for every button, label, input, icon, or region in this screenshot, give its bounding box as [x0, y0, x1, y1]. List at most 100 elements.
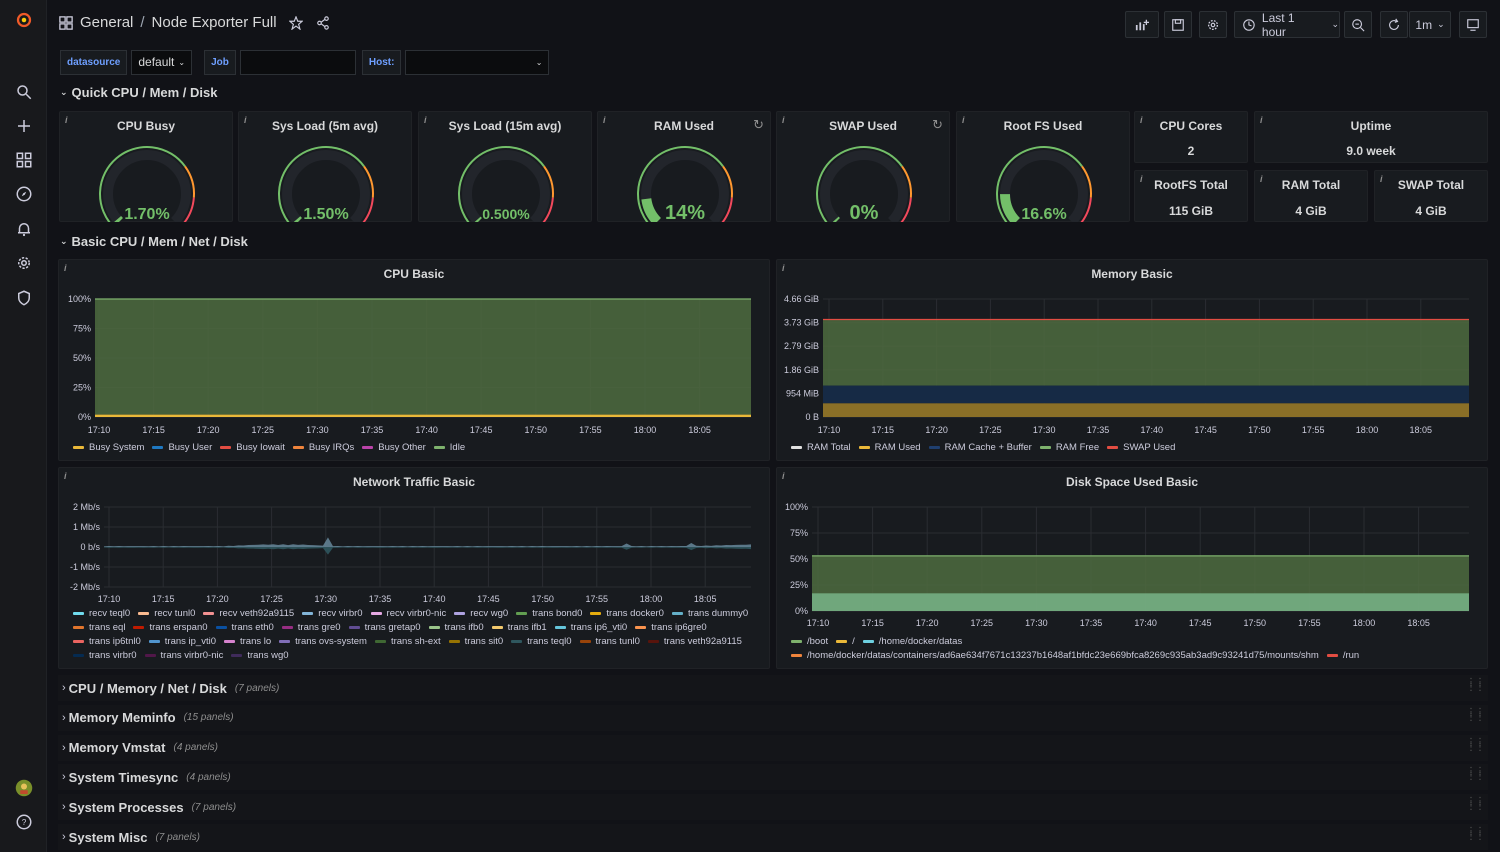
- legend-item[interactable]: SWAP Used: [1107, 441, 1175, 455]
- info-icon[interactable]: i: [1140, 174, 1143, 184]
- gauge-panel-swap-used[interactable]: i SWAP Used ↻ 0%: [776, 111, 950, 222]
- legend-item[interactable]: RAM Free: [1039, 441, 1099, 455]
- legend-item[interactable]: trans eql: [73, 621, 125, 635]
- legend-item[interactable]: trans ip6_vti0: [554, 621, 627, 635]
- memory-basic-graph[interactable]: 4.66 GiB 3.73 GiB 2.79 GiB 1.86 GiB 954 MiB 0…: [777, 260, 1489, 440]
- panel-cpu-basic[interactable]: i CPU Basic 100% 75% 50% 25% 0% 17:10 17:15 17:…: [58, 259, 770, 461]
- legend-item[interactable]: /home/docker/datas: [862, 635, 962, 649]
- info-icon[interactable]: i: [1140, 115, 1143, 125]
- info-icon[interactable]: i: [962, 115, 965, 125]
- info-icon[interactable]: i: [782, 115, 785, 125]
- info-icon[interactable]: i: [65, 115, 68, 125]
- share-icon[interactable]: [316, 15, 330, 30]
- legend-item[interactable]: RAM Total: [791, 441, 851, 455]
- grafana-logo-icon[interactable]: [12, 8, 36, 32]
- drag-handle-icon[interactable]: ⋮⋮ ⋮⋮: [1466, 736, 1485, 753]
- legend-item[interactable]: trans virbr0: [73, 649, 137, 663]
- gauge-panel-sys-load-15m-avg[interactable]: i Sys Load (15m avg) 0.500%: [418, 111, 592, 222]
- legend-item[interactable]: trans ip6gre0: [635, 621, 707, 635]
- add-panel-button[interactable]: [1125, 11, 1159, 38]
- legend-item[interactable]: recv veth92a9115: [203, 607, 294, 621]
- legend-item[interactable]: Busy Other: [362, 441, 426, 455]
- panel-memory-basic[interactable]: i Memory Basic 4.66 GiB 3.73 GiB 2.79 GiB 1…: [776, 259, 1488, 461]
- legend-item[interactable]: RAM Cache + Buffer: [928, 441, 1032, 455]
- drag-handle-icon[interactable]: ⋮⋮ ⋮⋮: [1466, 826, 1485, 842]
- gauge-panel-cpu-busy[interactable]: i CPU Busy 1.70%: [59, 111, 233, 222]
- help-icon[interactable]: ?: [12, 810, 36, 834]
- disk-space-graph[interactable]: 100% 75% 50% 25% 0% 17:10 17:15 17:20 17:25 17:30…: [777, 468, 1489, 633]
- stat-panel-cpu-cores[interactable]: i CPU Cores 2: [1134, 111, 1248, 163]
- info-icon[interactable]: i: [1260, 115, 1263, 125]
- refresh-button[interactable]: [1380, 11, 1408, 38]
- legend-item[interactable]: trans veth92a9115: [647, 635, 742, 649]
- legend-item[interactable]: trans ovs-system: [279, 635, 367, 649]
- collapsed-row-memory-meminfo[interactable]: › Memory Meminfo (15 panels) ⋮⋮ ⋮⋮: [58, 704, 1488, 731]
- legend-item[interactable]: trans lo: [224, 635, 271, 649]
- legend-item[interactable]: recv tunl0: [138, 607, 195, 621]
- star-icon[interactable]: [288, 15, 303, 30]
- gauge-panel-ram-used[interactable]: i RAM Used ↻ 14%: [597, 111, 771, 222]
- legend-item[interactable]: /run: [1326, 649, 1359, 663]
- datasource-select[interactable]: default ⌄: [131, 50, 193, 75]
- legend-item[interactable]: /: [836, 635, 855, 649]
- legend-item[interactable]: trans ifb1: [491, 621, 547, 635]
- tv-mode-button[interactable]: [1459, 11, 1487, 38]
- cpu-basic-graph[interactable]: 100% 75% 50% 25% 0% 17:10 17:15 17:20 17:25 17:30…: [59, 260, 771, 440]
- legend-item[interactable]: Busy User: [152, 441, 212, 455]
- search-icon[interactable]: [12, 80, 36, 104]
- legend-item[interactable]: /home/docker/datas/containers/ad6ae634f7…: [791, 649, 1319, 663]
- row-basic-cpu-mem-net-disk[interactable]: ⌄ Basic CPU / Mem / Net / Disk: [60, 234, 248, 249]
- stat-panel-uptime[interactable]: i Uptime 9.0 week: [1254, 111, 1488, 163]
- legend-item[interactable]: trans ip_vti0: [148, 635, 216, 649]
- legend-item[interactable]: trans docker0: [590, 607, 664, 621]
- legend-item[interactable]: Busy IRQs: [292, 441, 354, 455]
- legend-item[interactable]: trans dummy0: [671, 607, 748, 621]
- drag-handle-icon[interactable]: ⋮⋮ ⋮⋮: [1466, 766, 1485, 783]
- dashboards-icon[interactable]: [12, 148, 36, 172]
- legend-item[interactable]: Idle: [433, 441, 465, 455]
- breadcrumb-folder[interactable]: General: [80, 14, 134, 31]
- refresh-icon[interactable]: ↻: [932, 117, 943, 132]
- legend-item[interactable]: trans ip6tnl0: [73, 635, 141, 649]
- legend-item[interactable]: trans bond0: [516, 607, 582, 621]
- drag-handle-icon[interactable]: ⋮⋮ ⋮⋮: [1466, 677, 1485, 693]
- info-icon[interactable]: i: [64, 263, 67, 273]
- panel-disk-space-used-basic[interactable]: i Disk Space Used Basic 100% 75% 50% 25% 0% 1…: [776, 467, 1488, 669]
- collapsed-row-system-misc[interactable]: › System Misc (7 panels) ⋮⋮ ⋮⋮: [58, 824, 1488, 850]
- collapsed-row-system-timesync[interactable]: › System Timesync (4 panels) ⋮⋮ ⋮⋮: [58, 764, 1488, 791]
- save-dashboard-button[interactable]: [1164, 11, 1192, 38]
- info-icon[interactable]: i: [782, 263, 785, 273]
- dashboard-title[interactable]: Node Exporter Full: [151, 14, 277, 31]
- legend-item[interactable]: trans gre0: [281, 621, 341, 635]
- network-traffic-graph[interactable]: 2 Mb/s 1 Mb/s 0 b/s -1 Mb/s -2 Mb/s 17:10 17:1…: [59, 468, 771, 608]
- time-range-picker[interactable]: Last 1 hour ⌄: [1234, 11, 1340, 39]
- collapsed-row-system-processes[interactable]: › System Processes (7 panels) ⋮⋮ ⋮⋮: [58, 794, 1488, 821]
- legend-item[interactable]: trans wg0: [231, 649, 289, 663]
- legend-item[interactable]: recv teql0: [73, 607, 130, 621]
- row-quick-cpu-mem-disk[interactable]: ⌄ Quick CPU / Mem / Disk: [60, 85, 217, 100]
- legend-item[interactable]: /boot: [791, 635, 828, 649]
- info-icon[interactable]: i: [1380, 174, 1383, 184]
- info-icon[interactable]: i: [424, 115, 427, 125]
- collapsed-row-cpu-memory-net-disk[interactable]: › CPU / Memory / Net / Disk (7 panels) ⋮⋮ ⋮⋮: [58, 675, 1488, 701]
- refresh-interval-picker[interactable]: 1m ⌄: [1409, 11, 1451, 38]
- plus-icon[interactable]: [12, 114, 36, 138]
- legend-item[interactable]: trans erspan0: [133, 621, 208, 635]
- info-icon[interactable]: i: [1260, 174, 1263, 184]
- stat-panel-swap-total[interactable]: i SWAP Total 4 GiB: [1374, 170, 1488, 222]
- legend-item[interactable]: trans virbr0-nic: [144, 649, 223, 663]
- legend-item[interactable]: trans teql0: [511, 635, 572, 649]
- legend-item[interactable]: trans sit0: [448, 635, 503, 649]
- info-icon[interactable]: i: [64, 471, 67, 481]
- refresh-icon[interactable]: ↻: [753, 117, 764, 132]
- legend-item[interactable]: Busy Iowait: [220, 441, 285, 455]
- info-icon[interactable]: i: [244, 115, 247, 125]
- stat-panel-rootfs-total[interactable]: i RootFS Total 115 GiB: [1134, 170, 1248, 222]
- panel-network-traffic-basic[interactable]: i Network Traffic Basic 2 Mb/s 1 Mb/s 0 b/…: [58, 467, 770, 669]
- gauge-panel-root-fs-used[interactable]: i Root FS Used 16.6%: [956, 111, 1130, 222]
- collapsed-row-memory-vmstat[interactable]: › Memory Vmstat (4 panels) ⋮⋮ ⋮⋮: [58, 734, 1488, 761]
- shield-icon[interactable]: [12, 286, 36, 310]
- legend-item[interactable]: trans tunl0: [579, 635, 640, 649]
- legend-item[interactable]: Busy System: [73, 441, 144, 455]
- dashboard-settings-button[interactable]: [1199, 11, 1227, 38]
